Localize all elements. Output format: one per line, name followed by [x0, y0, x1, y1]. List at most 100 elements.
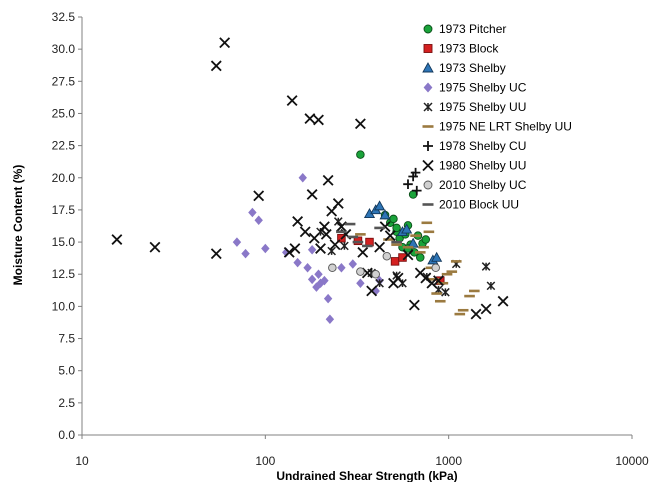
data-point — [392, 272, 404, 284]
data-point — [433, 275, 444, 287]
legend-item: 2010 Shelby UC — [423, 178, 527, 192]
data-point — [357, 246, 369, 258]
legend-label: 1980 Shelby UU — [439, 159, 526, 173]
data-point — [403, 179, 413, 189]
data-point — [241, 248, 250, 259]
data-point — [325, 314, 335, 324]
data-point — [426, 277, 438, 289]
data-point — [411, 185, 422, 196]
legend-label: 1978 Shelby CU — [439, 139, 526, 153]
data-point — [322, 174, 334, 186]
data-point — [314, 269, 323, 279]
y-tick-label: 22.5 — [52, 139, 76, 153]
data-point — [497, 295, 509, 307]
data-point — [320, 275, 329, 286]
data-point — [261, 243, 270, 254]
data-point — [402, 249, 414, 261]
legend-item: 1973 Pitcher — [423, 22, 506, 36]
data-point — [421, 235, 431, 244]
y-axis-title: Moisture Content (%) — [11, 165, 25, 286]
data-point — [210, 248, 222, 260]
data-point — [329, 239, 341, 251]
data-point — [340, 241, 349, 251]
data-point — [254, 215, 263, 225]
legend-label: 2010 Block UU — [439, 198, 519, 212]
data-point — [298, 173, 307, 183]
legend-label: 1975 NE LRT Shelby UU — [439, 120, 572, 134]
data-point — [366, 285, 378, 297]
legend-label: 1975 Shelby UC — [439, 81, 527, 95]
data-point — [303, 263, 312, 273]
legend-item: 1975 Shelby UU — [423, 100, 526, 114]
legend-label: 1975 Shelby UU — [439, 100, 526, 114]
legend-marker — [422, 62, 434, 73]
y-tick-label: 25.0 — [52, 106, 76, 120]
y-tick-label: 27.5 — [52, 74, 76, 88]
legend-marker — [423, 141, 433, 151]
legend-item: 1973 Shelby — [422, 61, 506, 75]
data-point — [286, 95, 298, 107]
legend-label: 1973 Block — [439, 42, 499, 56]
x-axis-title: Undrained Shear Strength (kPa) — [276, 469, 457, 482]
data-point — [375, 278, 384, 288]
legend-item: 1980 Shelby UU — [422, 159, 526, 173]
legend-marker — [423, 102, 433, 112]
data-point — [480, 303, 492, 315]
legend-label: 1973 Pitcher — [439, 22, 506, 36]
legend-label: 2010 Shelby UC — [439, 178, 527, 192]
y-tick-label: 17.5 — [52, 203, 76, 217]
series-1978-shelby-cu — [403, 167, 422, 196]
x-tick-label: 10000 — [615, 454, 649, 468]
data-point — [348, 259, 358, 269]
series-2010-block-uu — [336, 222, 402, 248]
axes: 0.0 2.5 5.0 7.5 10.0 12.5 15.0 17.5 20.0 22.5 25.0… — [52, 10, 649, 468]
data-point — [337, 263, 346, 273]
data-point — [481, 262, 491, 271]
legend-item: 1973 Block — [423, 42, 499, 56]
data-point — [219, 37, 231, 49]
series-1975-shelby-uc — [232, 173, 384, 324]
data-point — [323, 293, 333, 304]
legend-marker — [423, 24, 433, 34]
data-point — [389, 214, 398, 224]
data-point — [431, 251, 443, 262]
legend: 1973 Pitcher 1973 Block 1973 Shelby 1975 Sh… — [422, 22, 572, 212]
data-point — [408, 190, 418, 199]
data-points — [111, 37, 509, 324]
data-point — [293, 257, 302, 268]
data-point — [149, 241, 161, 253]
legend-marker — [423, 180, 433, 190]
legend-marker — [423, 44, 433, 53]
data-point — [470, 308, 482, 320]
series-1975-ne-lrt-shelby-uu — [355, 221, 480, 316]
data-point — [210, 60, 222, 72]
x-tick-label: 1000 — [435, 454, 462, 468]
data-point — [374, 200, 386, 211]
data-point — [111, 234, 123, 245]
y-tick-label: 30.0 — [52, 42, 76, 56]
data-point — [401, 223, 413, 234]
y-tick-label: 12.5 — [52, 267, 76, 281]
data-point — [392, 223, 401, 233]
legend-item: 1975 Shelby UC — [423, 81, 527, 95]
data-point — [416, 253, 425, 262]
y-tick-label: 2.5 — [58, 396, 75, 410]
data-point — [306, 189, 318, 200]
data-point — [248, 207, 257, 218]
legend-item: 1975 NE LRT Shelby UU — [422, 120, 572, 134]
data-point — [354, 118, 366, 130]
data-point — [328, 263, 337, 273]
series-2010-shelby-uc — [328, 251, 440, 279]
x-tick-label: 10 — [75, 454, 89, 468]
data-point — [315, 243, 326, 254]
y-tick-label: 5.0 — [58, 364, 75, 378]
data-point — [307, 274, 317, 285]
data-point — [379, 221, 391, 233]
legend-marker — [423, 82, 433, 93]
data-point — [384, 230, 396, 242]
y-tick-label: 15.0 — [52, 235, 76, 249]
data-point — [299, 226, 311, 238]
data-point — [289, 243, 301, 254]
